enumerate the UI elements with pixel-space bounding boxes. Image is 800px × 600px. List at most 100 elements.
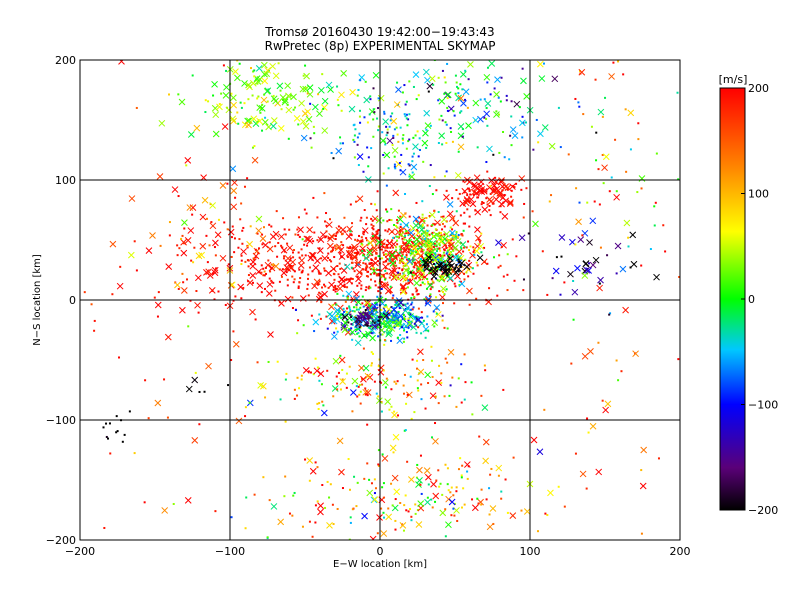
data-point [408,215,411,218]
data-point [361,250,364,253]
data-point [372,135,375,138]
data-point [392,294,395,297]
data-point [321,286,324,289]
data-point-x [257,381,264,389]
data-point [227,384,230,387]
data-point [438,290,441,293]
data-point [261,103,264,106]
data-point [439,235,442,238]
data-point-x [326,242,334,250]
data-point [403,236,406,239]
data-point [435,244,438,247]
data-point [421,225,424,228]
data-point [446,467,449,470]
data-point [272,281,275,284]
data-point [296,332,299,335]
data-point [434,422,437,425]
data-point [262,476,265,479]
data-point-x [326,522,333,529]
data-point [425,244,428,247]
data-point [471,267,474,270]
data-point-x [302,122,310,130]
data-point-x [279,94,287,101]
data-point [522,216,525,219]
data-point [512,456,515,459]
data-point-x [311,282,318,290]
data-point [461,234,464,237]
data-point-x [589,261,597,269]
data-point-x [240,248,247,255]
data-point [380,315,383,318]
data-point [445,141,448,144]
data-point [473,249,476,252]
data-point [395,235,398,238]
data-point-x [400,247,408,254]
data-point [390,310,393,313]
data-point [443,225,446,228]
data-point [435,479,438,482]
data-point-x [558,234,566,241]
data-point [676,91,679,94]
data-point [363,209,366,212]
data-point [426,496,429,499]
data-point-x [509,126,517,133]
data-point [233,251,236,254]
data-point [394,498,397,501]
data-point [513,279,516,282]
data-point [351,261,354,264]
data-point-x [285,92,292,100]
data-point [411,315,414,318]
data-point [192,261,195,264]
data-point [431,375,434,378]
data-point [430,267,433,270]
data-point [563,505,566,508]
data-point [342,244,345,247]
data-point [323,283,326,286]
data-point [340,241,343,244]
data-point-x [333,306,341,314]
data-point-x [317,370,325,378]
data-point-x [426,281,434,289]
data-point [261,129,264,132]
data-point [384,284,387,287]
data-point [441,119,444,122]
data-point [451,376,454,379]
data-point [365,237,368,240]
data-point-x [390,117,398,125]
data-point [399,248,402,251]
data-point [376,532,379,535]
data-point [452,110,455,113]
data-point [156,315,159,318]
data-point [384,269,387,272]
data-point-x [481,206,489,213]
data-point [444,244,447,247]
data-point [401,227,404,230]
data-point [247,259,250,262]
data-point [453,114,456,117]
data-point [447,249,450,252]
data-point-x [443,230,450,238]
data-point [441,69,444,72]
data-point [346,286,349,289]
data-point [380,275,383,278]
data-point [339,142,342,145]
data-point [419,278,422,281]
data-point-x [360,375,367,383]
data-point [522,278,525,281]
data-point-x [473,247,481,255]
data-point [388,125,391,128]
data-point [384,304,387,307]
x-tick-label: 0 [377,545,384,558]
data-point [493,87,496,90]
data-point [380,248,383,251]
data-point-x [486,523,494,531]
data-point [422,238,425,241]
data-point [427,382,430,385]
data-point-x [583,266,591,274]
data-point [393,163,396,166]
data-point [334,302,337,305]
data-point [365,264,368,267]
data-point [431,280,434,283]
data-point-x [199,242,207,250]
data-point [525,187,528,190]
